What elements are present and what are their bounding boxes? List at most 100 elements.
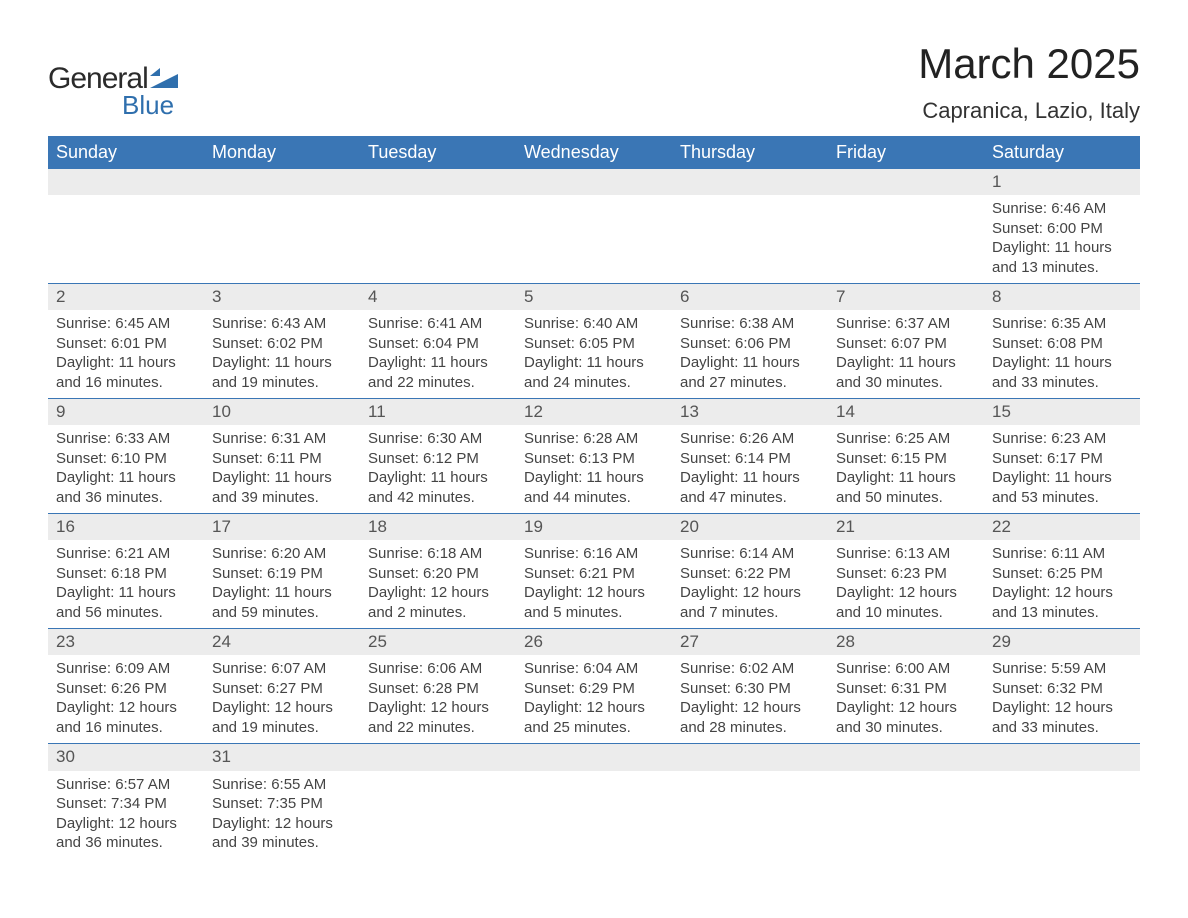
day-detail-cell: Sunrise: 6:02 AMSunset: 6:30 PMDaylight:… [672, 655, 828, 744]
sunset-text: Sunset: 6:31 PM [836, 679, 976, 699]
sunset-text: Sunset: 6:01 PM [56, 334, 196, 354]
day-detail-cell: Sunrise: 6:18 AMSunset: 6:20 PMDaylight:… [360, 540, 516, 629]
daylight-text: Daylight: 11 hours and 42 minutes. [368, 468, 508, 507]
day-header: Friday [828, 136, 984, 169]
sunset-text: Sunset: 6:17 PM [992, 449, 1132, 469]
sunrise-text: Sunrise: 6:45 AM [56, 314, 196, 334]
sunset-text: Sunset: 6:02 PM [212, 334, 352, 354]
daylight-text: Daylight: 12 hours and 16 minutes. [56, 698, 196, 737]
day-number-cell: 15 [984, 399, 1140, 426]
detail-row: Sunrise: 6:33 AMSunset: 6:10 PMDaylight:… [48, 425, 1140, 514]
sunrise-text: Sunrise: 6:40 AM [524, 314, 664, 334]
sunrise-text: Sunrise: 6:06 AM [368, 659, 508, 679]
day-number-cell [828, 744, 984, 771]
title-block: March 2025 Capranica, Lazio, Italy [918, 40, 1140, 124]
day-detail-cell [672, 195, 828, 284]
daylight-text: Daylight: 12 hours and 13 minutes. [992, 583, 1132, 622]
calendar-table: Sunday Monday Tuesday Wednesday Thursday… [48, 136, 1140, 859]
detail-row: Sunrise: 6:09 AMSunset: 6:26 PMDaylight:… [48, 655, 1140, 744]
day-number-cell [360, 744, 516, 771]
day-number-cell: 14 [828, 399, 984, 426]
day-detail-cell: Sunrise: 6:11 AMSunset: 6:25 PMDaylight:… [984, 540, 1140, 629]
day-detail-cell [672, 771, 828, 859]
daylight-text: Daylight: 11 hours and 30 minutes. [836, 353, 976, 392]
daylight-text: Daylight: 11 hours and 50 minutes. [836, 468, 976, 507]
sunset-text: Sunset: 6:25 PM [992, 564, 1132, 584]
day-header: Tuesday [360, 136, 516, 169]
day-number-cell: 12 [516, 399, 672, 426]
day-detail-cell [204, 195, 360, 284]
sunset-text: Sunset: 7:34 PM [56, 794, 196, 814]
day-detail-cell: Sunrise: 6:00 AMSunset: 6:31 PMDaylight:… [828, 655, 984, 744]
day-detail-cell [48, 195, 204, 284]
day-number-cell [672, 744, 828, 771]
day-detail-cell: Sunrise: 6:45 AMSunset: 6:01 PMDaylight:… [48, 310, 204, 399]
logo-text-blue: Blue [122, 90, 178, 121]
sunset-text: Sunset: 6:26 PM [56, 679, 196, 699]
day-detail-cell: Sunrise: 6:37 AMSunset: 6:07 PMDaylight:… [828, 310, 984, 399]
day-number-cell: 20 [672, 514, 828, 541]
sunset-text: Sunset: 6:22 PM [680, 564, 820, 584]
daynum-row: 23242526272829 [48, 629, 1140, 656]
daylight-text: Daylight: 12 hours and 25 minutes. [524, 698, 664, 737]
sunset-text: Sunset: 6:19 PM [212, 564, 352, 584]
day-number-cell [516, 744, 672, 771]
day-number-cell: 31 [204, 744, 360, 771]
sunset-text: Sunset: 6:08 PM [992, 334, 1132, 354]
sunrise-text: Sunrise: 6:16 AM [524, 544, 664, 564]
daylight-text: Daylight: 11 hours and 36 minutes. [56, 468, 196, 507]
day-number-cell: 16 [48, 514, 204, 541]
daylight-text: Daylight: 11 hours and 44 minutes. [524, 468, 664, 507]
daylight-text: Daylight: 11 hours and 19 minutes. [212, 353, 352, 392]
day-detail-cell: Sunrise: 6:14 AMSunset: 6:22 PMDaylight:… [672, 540, 828, 629]
day-number-cell: 7 [828, 284, 984, 311]
day-number-cell: 22 [984, 514, 1140, 541]
sunrise-text: Sunrise: 6:37 AM [836, 314, 976, 334]
daylight-text: Daylight: 11 hours and 27 minutes. [680, 353, 820, 392]
day-number-cell: 3 [204, 284, 360, 311]
day-detail-cell [984, 771, 1140, 859]
daylight-text: Daylight: 11 hours and 53 minutes. [992, 468, 1132, 507]
sunrise-text: Sunrise: 6:02 AM [680, 659, 820, 679]
day-number-cell: 13 [672, 399, 828, 426]
daylight-text: Daylight: 11 hours and 33 minutes. [992, 353, 1132, 392]
daylight-text: Daylight: 12 hours and 36 minutes. [56, 814, 196, 853]
day-detail-cell: Sunrise: 6:38 AMSunset: 6:06 PMDaylight:… [672, 310, 828, 399]
day-detail-cell [360, 195, 516, 284]
daynum-row: 1 [48, 169, 1140, 195]
detail-row: Sunrise: 6:46 AMSunset: 6:00 PMDaylight:… [48, 195, 1140, 284]
day-number-cell [204, 169, 360, 195]
day-number-cell [672, 169, 828, 195]
day-number-cell: 4 [360, 284, 516, 311]
daylight-text: Daylight: 11 hours and 13 minutes. [992, 238, 1132, 277]
day-header: Monday [204, 136, 360, 169]
day-detail-cell: Sunrise: 6:26 AMSunset: 6:14 PMDaylight:… [672, 425, 828, 514]
sunrise-text: Sunrise: 6:33 AM [56, 429, 196, 449]
daylight-text: Daylight: 12 hours and 33 minutes. [992, 698, 1132, 737]
daylight-text: Daylight: 11 hours and 47 minutes. [680, 468, 820, 507]
day-number-cell [984, 744, 1140, 771]
daylight-text: Daylight: 12 hours and 22 minutes. [368, 698, 508, 737]
sunset-text: Sunset: 6:05 PM [524, 334, 664, 354]
daynum-row: 3031 [48, 744, 1140, 771]
logo: General Blue [48, 62, 178, 121]
sunset-text: Sunset: 6:21 PM [524, 564, 664, 584]
day-number-cell: 23 [48, 629, 204, 656]
day-number-cell: 5 [516, 284, 672, 311]
month-title: March 2025 [918, 40, 1140, 88]
sunset-text: Sunset: 6:04 PM [368, 334, 508, 354]
day-number-cell: 8 [984, 284, 1140, 311]
sunrise-text: Sunrise: 6:09 AM [56, 659, 196, 679]
day-number-cell: 11 [360, 399, 516, 426]
day-detail-cell: Sunrise: 6:57 AMSunset: 7:34 PMDaylight:… [48, 771, 204, 859]
sunset-text: Sunset: 6:13 PM [524, 449, 664, 469]
daylight-text: Daylight: 11 hours and 39 minutes. [212, 468, 352, 507]
day-detail-cell: Sunrise: 6:23 AMSunset: 6:17 PMDaylight:… [984, 425, 1140, 514]
header: General Blue March 2025 Capranica, Lazio… [48, 40, 1140, 124]
sunrise-text: Sunrise: 6:46 AM [992, 199, 1132, 219]
day-detail-cell: Sunrise: 6:55 AMSunset: 7:35 PMDaylight:… [204, 771, 360, 859]
sunset-text: Sunset: 6:28 PM [368, 679, 508, 699]
day-detail-cell [828, 771, 984, 859]
day-number-cell: 1 [984, 169, 1140, 195]
day-detail-cell: Sunrise: 6:40 AMSunset: 6:05 PMDaylight:… [516, 310, 672, 399]
